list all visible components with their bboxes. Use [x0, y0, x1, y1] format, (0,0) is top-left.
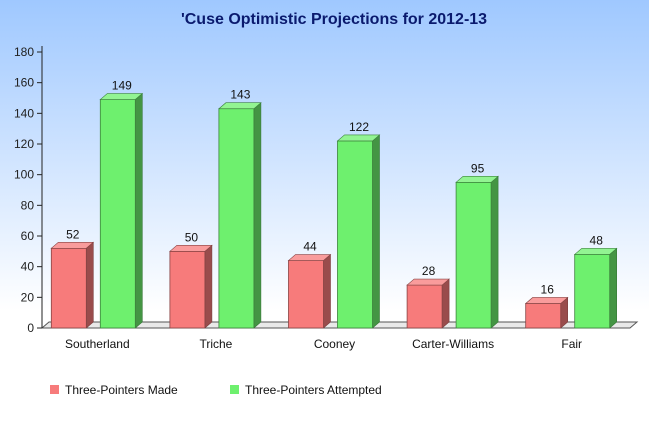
data-label: 122 [349, 120, 369, 134]
bar [288, 260, 324, 329]
bar [455, 181, 492, 329]
x-tick-label: Southerland [65, 337, 130, 351]
bar [337, 140, 373, 329]
data-label: 28 [422, 264, 436, 278]
bar-side [372, 134, 380, 329]
bar-side [323, 253, 331, 329]
bar-top [406, 278, 450, 286]
bar-side [441, 278, 450, 329]
bar-top [287, 254, 332, 261]
bar [99, 99, 136, 329]
bar [574, 253, 611, 329]
bar-top [524, 297, 569, 304]
data-label: 149 [112, 79, 132, 93]
y-tick-label: 140 [14, 106, 34, 120]
legend-label: Three-Pointers Made [65, 383, 178, 397]
y-tick-label: 80 [21, 198, 35, 212]
data-label: 16 [541, 282, 555, 296]
data-label: 48 [590, 233, 604, 247]
bar-top [50, 241, 95, 249]
data-label: 95 [471, 161, 485, 175]
y-tick-label: 60 [21, 229, 35, 243]
bar-side [253, 102, 262, 329]
legend-swatch [230, 385, 239, 394]
legend-swatch [50, 385, 59, 394]
bar [218, 108, 255, 329]
legend: Three-Pointers Made Three-Pointers Attemp… [50, 383, 382, 397]
bar-side [490, 175, 499, 329]
y-tick-label: 180 [14, 45, 34, 59]
bar-top [455, 176, 499, 183]
y-tick-label: 120 [14, 137, 34, 151]
y-tick-label: 20 [21, 290, 35, 304]
x-tick-label: Cooney [314, 337, 355, 351]
bar [169, 250, 206, 329]
bar-side [135, 92, 143, 329]
bar-top [573, 248, 618, 255]
data-label: 52 [66, 227, 80, 241]
y-tick-label: 0 [27, 321, 34, 335]
legend-label: Three-Pointers Attempted [245, 383, 382, 397]
bar [525, 303, 562, 329]
bar-side [86, 241, 94, 329]
bar-side [204, 244, 213, 329]
bar [406, 284, 443, 329]
bar [50, 247, 87, 329]
bar-top [169, 245, 213, 252]
data-label: 143 [230, 88, 250, 102]
chart-title: 'Cuse Optimistic Projections for 2012-13 [181, 11, 487, 28]
y-tick-label: 100 [14, 168, 34, 182]
plot-area: 0 20 40 60 80 100 120 140 160 180 52 149 Southerland… [14, 45, 639, 351]
bar-top [218, 102, 262, 110]
bar-top [336, 134, 381, 142]
x-tick-label: Fair [561, 337, 582, 351]
data-label: 50 [185, 230, 199, 244]
y-tick-label: 40 [21, 260, 35, 274]
data-label: 44 [303, 240, 317, 254]
bar-top [99, 93, 144, 100]
bar-side [609, 247, 618, 329]
y-tick-label: 160 [14, 76, 34, 90]
x-tick-label: Carter-Williams [412, 337, 494, 351]
x-tick-label: Triche [199, 337, 232, 351]
